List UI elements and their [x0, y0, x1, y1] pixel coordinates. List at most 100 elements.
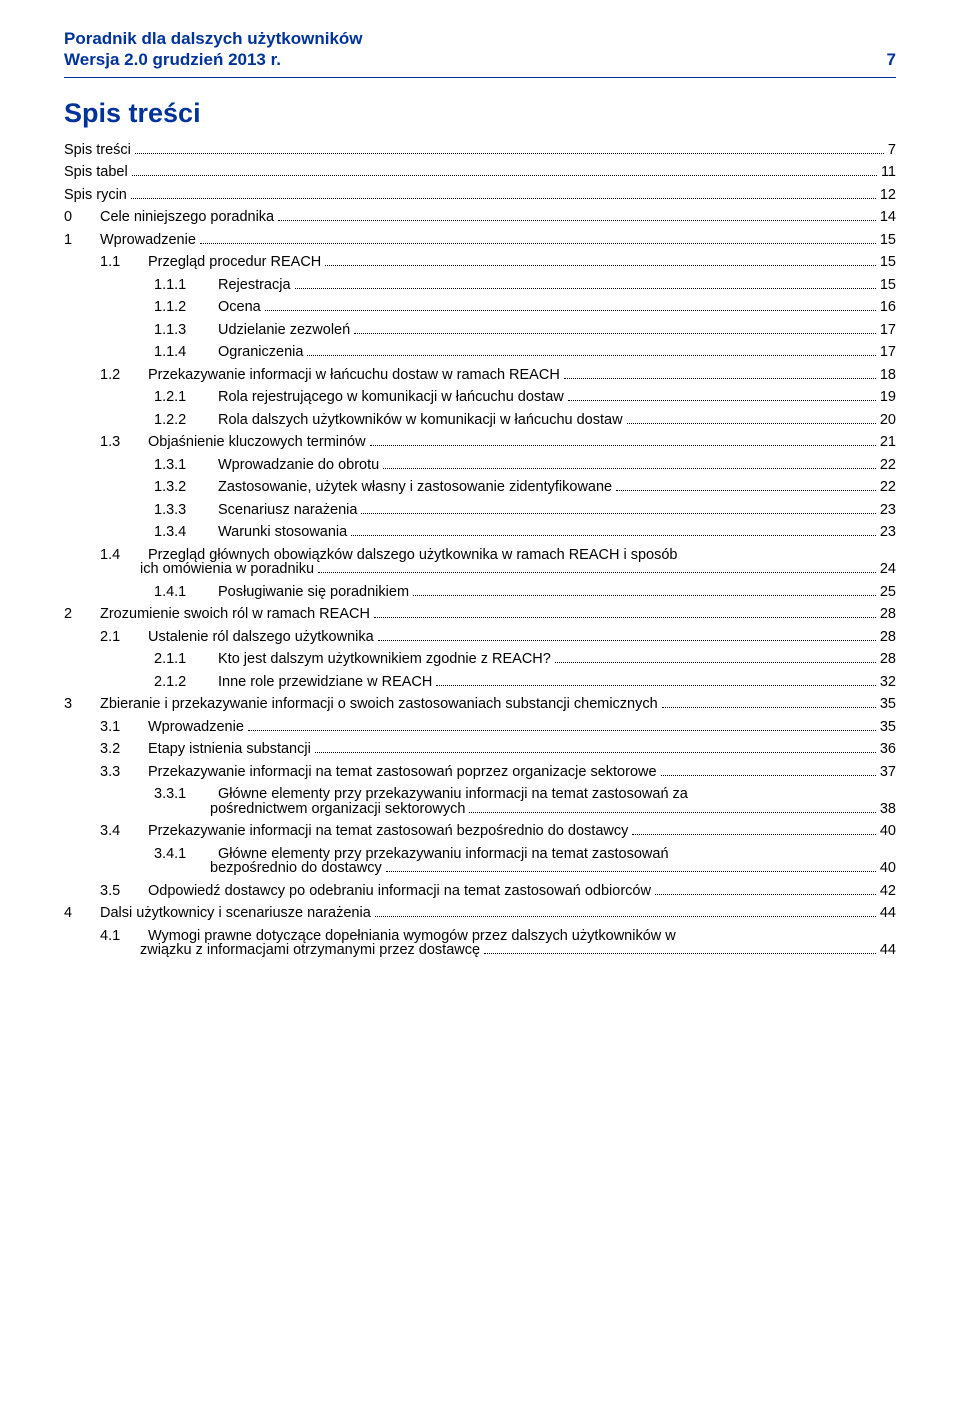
toc-entry-page: 22	[880, 480, 896, 495]
toc-entry-number: 3.3	[100, 765, 148, 780]
toc-entry: 1.2.2Rola dalszych użytkowników w komuni…	[64, 413, 896, 428]
toc-entry-label-cont: ich omówienia w poradniku	[140, 562, 314, 577]
toc-entry-label: Przekazywanie informacji na temat zastos…	[148, 765, 657, 780]
toc-entry-label: Zastosowanie, użytek własny i zastosowan…	[218, 480, 612, 495]
toc-entry: 2.1.2Inne role przewidziane w REACH32	[64, 675, 896, 690]
toc-entry-number: 2.1.2	[154, 675, 218, 690]
toc-leader-dots	[383, 459, 876, 469]
toc-entry-label: Wprowadzenie	[100, 233, 196, 248]
toc-entry: 1.3.2Zastosowanie, użytek własny i zasto…	[64, 480, 896, 495]
toc-leader-dots	[132, 166, 877, 176]
toc-leader-dots	[632, 825, 876, 835]
toc-entry-label: Odpowiedź dostawcy po odebraniu informac…	[148, 884, 651, 899]
toc-entry-page: 17	[880, 345, 896, 360]
toc-leader-dots	[265, 301, 876, 311]
toc-entry: 1.1Przegląd procedur REACH 15	[64, 255, 896, 270]
toc-entry-number: 1.3.2	[154, 480, 218, 495]
header-title: Poradnik dla dalszych użytkowników	[64, 28, 896, 49]
toc-entry-number: 2.1.1	[154, 652, 218, 667]
toc-entry-number: 2	[64, 607, 100, 622]
toc-entry-label: Przegląd głównych obowiązków dalszego uż…	[148, 548, 678, 563]
toc-entry: 4Dalsi użytkownicy i scenariusze narażen…	[64, 906, 896, 921]
toc-entry: 1.1.2Ocena16	[64, 300, 896, 315]
toc-entry-page: 36	[880, 742, 896, 757]
toc-entry: 4.1Wymogi prawne dotyczące dopełniania w…	[64, 929, 896, 958]
toc-entry-label: Scenariusz narażenia	[218, 503, 357, 518]
toc-entry-page: 42	[880, 884, 896, 899]
toc-entry-label-cont: związku z informacjami otrzymanymi przez…	[140, 943, 480, 958]
toc-entry-label-cont: pośrednictwem organizacji sektorowych	[210, 802, 465, 817]
toc-entry-label: Kto jest dalszym użytkownikiem zgodnie z…	[218, 652, 551, 667]
toc-entry-page: 23	[880, 503, 896, 518]
toc-leader-dots	[564, 369, 876, 379]
toc-entry-page: 23	[880, 525, 896, 540]
toc-entry-number: 1.4	[100, 548, 148, 563]
header-rule	[64, 77, 896, 78]
toc-entry-label: Cele niniejszego poradnika	[100, 210, 274, 225]
toc-entry-number: 4.1	[100, 929, 148, 944]
toc-entry-page: 35	[880, 720, 896, 735]
toc-entry-page: 7	[888, 143, 896, 158]
toc-entry-label: Spis treści	[64, 143, 131, 158]
toc-entry: 3.2Etapy istnienia substancji36	[64, 742, 896, 757]
toc-entry-page: 21	[880, 435, 896, 450]
toc-entry: 3.1Wprowadzenie35	[64, 720, 896, 735]
toc-entry-label: Przekazywanie informacji w łańcuchu dost…	[148, 368, 560, 383]
toc-entry-page: 38	[880, 802, 896, 817]
toc-entry-label: Spis tabel	[64, 165, 128, 180]
toc-entry-label: Posługiwanie się poradnikiem	[218, 585, 409, 600]
toc-leader-dots	[200, 234, 876, 244]
toc-entry-number: 1.3.3	[154, 503, 218, 518]
table-of-contents: Spis treści7Spis tabel11Spis rycin120Cel…	[64, 143, 896, 958]
toc-leader-dots	[278, 211, 876, 221]
toc-leader-dots	[351, 526, 876, 536]
toc-leader-dots	[325, 256, 876, 266]
toc-entry-number: 3.4	[100, 824, 148, 839]
toc-entry-number: 1.3.4	[154, 525, 218, 540]
toc-leader-dots	[378, 631, 876, 641]
toc-leader-dots	[661, 766, 876, 776]
toc-entry-number: 1.3.1	[154, 458, 218, 473]
header-version: Wersja 2.0 grudzień 2013 r.	[64, 49, 281, 70]
toc-leader-dots	[318, 563, 876, 573]
toc-entry-page: 15	[880, 233, 896, 248]
toc-leader-dots	[436, 676, 875, 686]
toc-entry-label: Główne elementy przy przekazywaniu infor…	[218, 787, 688, 802]
toc-entry: 1.1.3Udzielanie zezwoleń17	[64, 323, 896, 338]
toc-leader-dots	[568, 391, 876, 401]
toc-entry: 1.2.1Rola rejestrującego w komunikacji w…	[64, 390, 896, 405]
toc-entry-page: 15	[880, 255, 896, 270]
toc-entry-page: 16	[880, 300, 896, 315]
toc-leader-dots	[370, 436, 876, 446]
toc-entry-label: Przekazywanie informacji na temat zastos…	[148, 824, 628, 839]
toc-entry-number: 3.1	[100, 720, 148, 735]
toc-entry-label: Przegląd procedur REACH	[148, 255, 321, 270]
toc-entry-page: 18	[880, 368, 896, 383]
toc-entry-page: 37	[880, 765, 896, 780]
toc-entry: 1.1.1Rejestracja15	[64, 278, 896, 293]
toc-entry-label: Ustalenie ról dalszego użytkownika	[148, 630, 374, 645]
header-page-number: 7	[887, 49, 896, 70]
toc-entry-number: 1.1	[100, 255, 148, 270]
toc-entry-page: 40	[880, 861, 896, 876]
toc-entry-page: 35	[880, 697, 896, 712]
toc-entry-page: 11	[881, 165, 896, 180]
toc-entry-number: 4	[64, 906, 100, 921]
toc-leader-dots	[295, 279, 876, 289]
toc-entry-number: 1.2.2	[154, 413, 218, 428]
toc-leader-dots	[131, 189, 876, 199]
toc-entry: 1.4Przegląd głównych obowiązków dalszego…	[64, 548, 896, 577]
toc-entry-page: 28	[880, 607, 896, 622]
toc-entry-label: Spis rycin	[64, 188, 127, 203]
toc-entry: 1.3.4Warunki stosowania 23	[64, 525, 896, 540]
toc-leader-dots	[386, 862, 876, 872]
toc-entry-number: 1.1.2	[154, 300, 218, 315]
toc-entry-number: 3	[64, 697, 100, 712]
toc-entry: 1.3.3Scenariusz narażenia 23	[64, 503, 896, 518]
toc-entry: 3.5Odpowiedź dostawcy po odebraniu infor…	[64, 884, 896, 899]
toc-entry-number: 2.1	[100, 630, 148, 645]
toc-entry: 2.1.1Kto jest dalszym użytkownikiem zgod…	[64, 652, 896, 667]
toc-entry-label: Warunki stosowania	[218, 525, 347, 540]
toc-entry-page: 12	[880, 188, 896, 203]
toc-entry-page: 24	[880, 562, 896, 577]
